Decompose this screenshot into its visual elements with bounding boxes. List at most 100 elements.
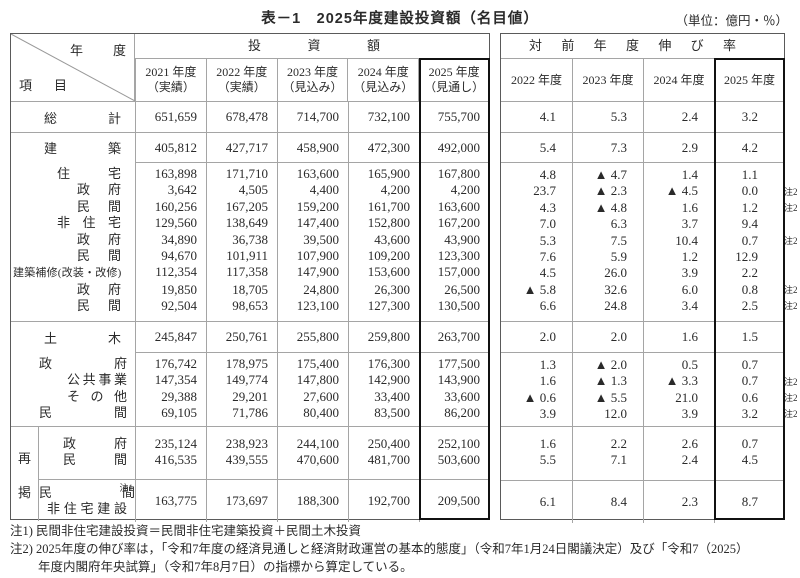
row-label: 政 府: [77, 231, 121, 247]
value-cell: 732,100: [348, 102, 419, 132]
breakdown-row: 公共事業 147,354 149,774 147,800 142,900 143…: [11, 372, 489, 388]
rate-cell: 0.7: [741, 357, 758, 372]
row-label: 民 間: [63, 452, 127, 468]
row-label-total: 総 計: [44, 110, 121, 126]
breakdown-row: 民 間 94,670 101,911 107,900 109,200 123,3…: [11, 248, 489, 264]
breakdown-row: 政 府 34,890 36,738 39,500 43,600 43,900: [11, 232, 489, 248]
year-kind-label: （実績）: [146, 80, 195, 94]
rate-row-total: 4.1 5.3 2.4 3.2: [501, 101, 784, 132]
year-label: 2021 年度: [145, 65, 197, 79]
rate-row: 23.7 ▲ 2.3 ▲ 4.5 0.0 注2: [501, 183, 797, 199]
year-label: 2025 年度: [428, 65, 480, 79]
value-cell: 39,500: [303, 231, 339, 247]
rate-cell: ▲ 3.3: [665, 373, 698, 389]
rate-cell: 5.3: [539, 232, 556, 248]
value-cell: 405,812: [135, 133, 206, 162]
rate-cell: 1.1: [741, 167, 758, 182]
unit-label: （単位：億円・％）: [675, 14, 788, 28]
rate-cell: 6.1: [539, 493, 556, 509]
value-cell: 33,600: [444, 388, 480, 404]
footnote-2-line2: 年度内閣府年央試算」（令和7年8月7日）の指標から算定している。: [38, 560, 413, 574]
value-cell: 163,600: [296, 166, 339, 181]
rate-cell: ▲ 4.5: [665, 183, 698, 199]
investment-amount-table: 年 度 項 目 投資額 2021 年度 （実績） 2022 年度 （実績）: [10, 33, 490, 522]
rate-cell: 1.6: [539, 373, 556, 389]
row-label: 民 間: [77, 248, 121, 264]
corner-label-year: 年 度: [70, 43, 126, 58]
breakdown-row: 政 府 3,642 4,505 4,400 4,200 4,200: [11, 182, 489, 198]
rate-cell: ▲ 0.6: [523, 389, 556, 405]
value-cell: 36,738: [232, 231, 268, 247]
reprint-rate-section: 1.6 2.2 2.6 0.7 5.5 7.1 2.4 4.5 6.1 8.4: [501, 426, 784, 523]
rate-row: 6.6 24.8 3.4 2.5 注2: [501, 298, 798, 314]
value-cell: 192,700: [348, 479, 419, 522]
rate-cell: 6.3: [610, 216, 627, 232]
building-breakdown-block: 住 宅 163,898 171,710 163,600 165,900 167,…: [11, 162, 489, 321]
value-cell: 83,500: [374, 405, 410, 421]
rate-cell: ▲ 5.5: [594, 389, 627, 405]
value-cell: 138,649: [225, 215, 268, 231]
value-cell: 481,700: [367, 452, 410, 468]
rate-cell: 4.3: [539, 199, 556, 215]
rate-cell: 10.4: [675, 232, 698, 248]
rate-cell: 0.7: [741, 436, 758, 451]
rate-row: 4.5 26.0 3.9 2.2: [501, 265, 784, 281]
reprint-char: 再: [17, 450, 31, 466]
value-cell: 147,800: [296, 372, 339, 388]
year-kind-label: （実績）: [217, 80, 266, 94]
rate-cell: 9.4: [741, 216, 758, 232]
value-cell: 439,555: [225, 452, 268, 468]
rate-row: ▲ 5.8 32.6 6.0 0.8 注2: [501, 281, 798, 298]
rate-cell: ▲ 5.8: [523, 281, 556, 297]
value-cell: 470,600: [296, 452, 339, 468]
rate-cell: 0.8: [741, 281, 758, 297]
value-cell: 238,923: [225, 436, 268, 451]
rate-cell: 1.5: [714, 322, 784, 352]
value-cell: 29,201: [232, 388, 268, 404]
rate-cell: 1.6: [643, 322, 714, 352]
rate-cell: 6.6: [539, 298, 556, 314]
row-label: 政 府: [63, 436, 127, 451]
value-cell: 147,400: [296, 215, 339, 231]
rate-row: 1.6 2.2 2.6 0.7: [501, 436, 784, 452]
rate-row: ▲ 0.6 ▲ 5.5 21.0 0.6 注2: [501, 389, 798, 406]
year-label: 2022 年度: [510, 72, 562, 87]
value-cell: 252,100: [437, 436, 480, 451]
year-column-header: 2021 年度 （実績）: [135, 58, 206, 101]
rate-cell: 2.4: [681, 452, 698, 468]
value-cell: 69,105: [161, 405, 197, 421]
row-label: その他: [67, 388, 127, 404]
row-label: 非住宅: [57, 215, 121, 231]
year-column-header: 2025 年度: [714, 58, 784, 101]
value-cell: 43,900: [444, 231, 480, 247]
rate-cell: 2.9: [643, 133, 714, 162]
value-cell: 4,200: [380, 182, 410, 198]
value-cell: 123,100: [296, 298, 339, 314]
value-cell: 94,670: [161, 248, 197, 264]
rate-cell: 26.0: [604, 265, 627, 281]
value-cell: 177,500: [437, 356, 480, 371]
value-cell: 244,100: [296, 436, 339, 451]
value-cell: 147,900: [296, 264, 339, 280]
value-cell: 24,800: [303, 281, 339, 297]
value-cell: 167,205: [225, 198, 268, 214]
value-cell: 171,710: [225, 166, 268, 181]
breakdown-row: 民 間 69,105 71,786 80,400 83,500 86,200: [11, 405, 489, 421]
value-cell: 4,200: [450, 182, 480, 198]
value-cell: 250,400: [367, 436, 410, 451]
year-label: 2024 年度: [357, 65, 409, 79]
rate-cell: 3.4: [681, 298, 698, 314]
value-cell: 3,642: [167, 182, 197, 198]
value-cell: 71,786: [232, 405, 268, 421]
value-cell: 98,653: [232, 298, 268, 314]
row-building: 建 築 405,812 427,717 458,900 472,300 492,…: [11, 132, 489, 162]
value-cell: 458,900: [277, 133, 348, 162]
left-table-header: 年 度 項 目 投資額 2021 年度 （実績） 2022 年度 （実績）: [11, 34, 489, 101]
value-cell: 27,600: [303, 388, 339, 404]
value-cell: 26,500: [444, 281, 480, 297]
value-cell: 153,600: [367, 264, 410, 280]
value-cell: 175,400: [296, 356, 339, 371]
value-cell: 33,400: [374, 388, 410, 404]
value-cell: 92,504: [161, 298, 197, 314]
rate-cell: 2.3: [643, 480, 714, 523]
